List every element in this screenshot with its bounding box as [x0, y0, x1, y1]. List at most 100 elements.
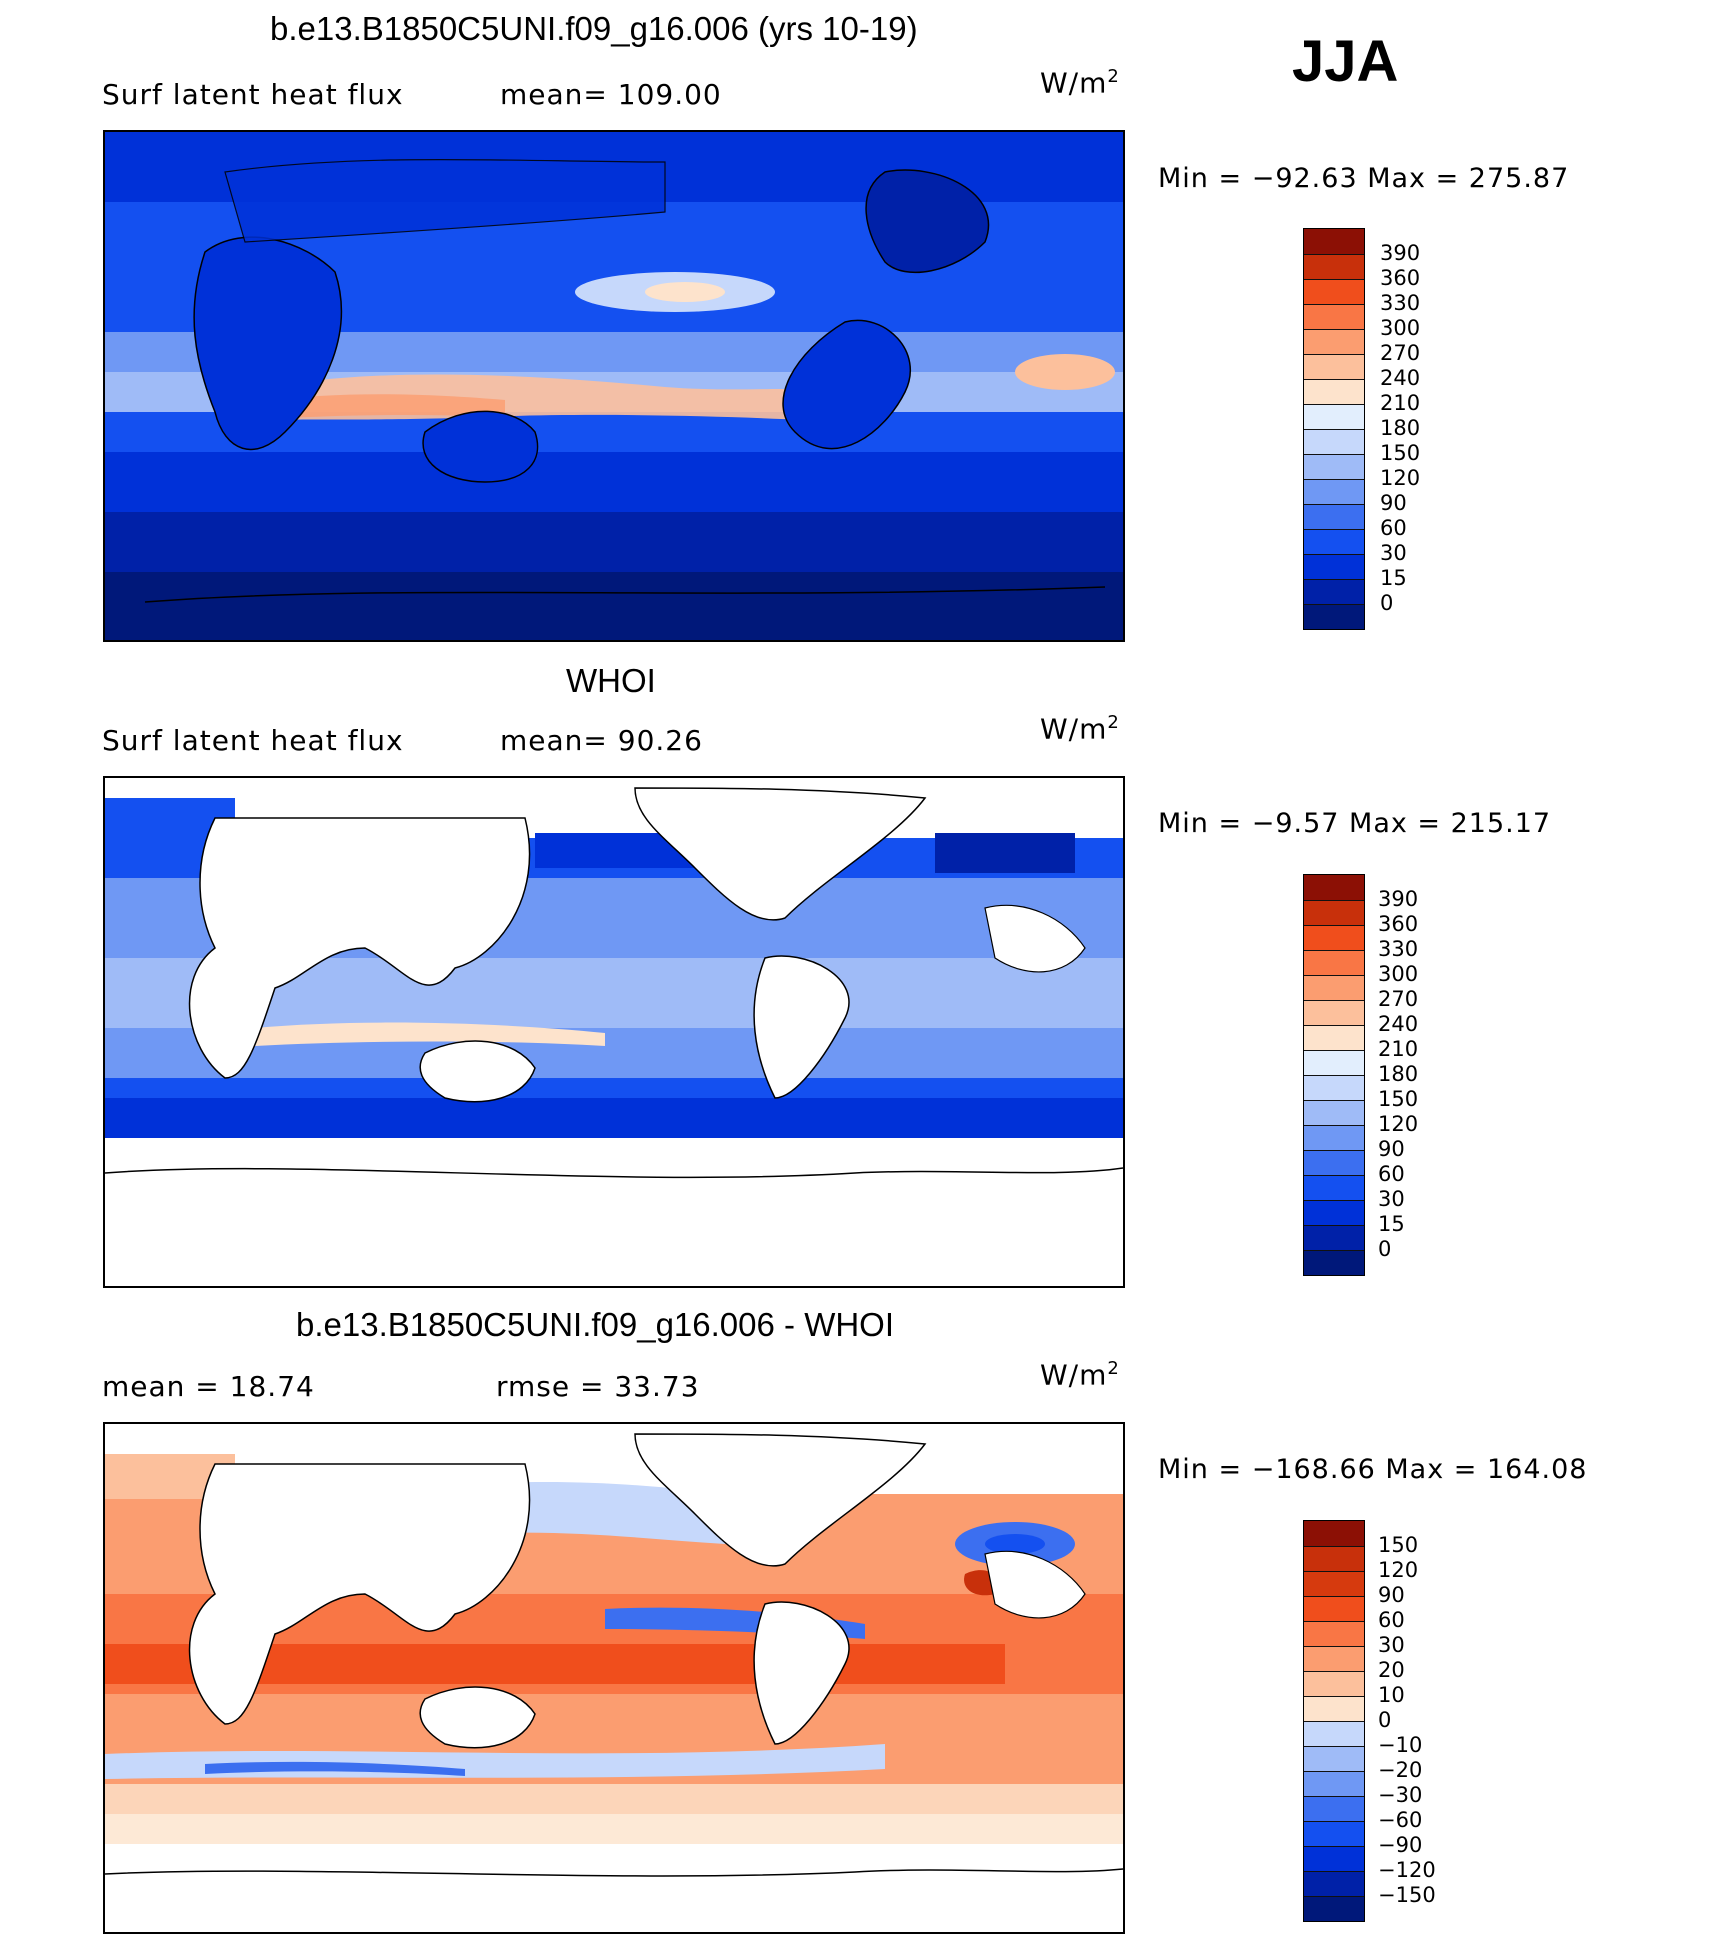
panel-1-minmax: Min = −92.63 Max = 275.87 [1158, 163, 1570, 194]
colorbar-swatch [1304, 454, 1364, 479]
panel-2-title: WHOI [566, 662, 656, 699]
colorbar-tick-label: 360 [1380, 266, 1421, 290]
colorbar-swatch [1304, 279, 1364, 304]
panel-2-colorbar [1303, 874, 1365, 1276]
colorbar-tick-label: 0 [1378, 1237, 1392, 1261]
colorbar-swatch [1304, 975, 1364, 1000]
colorbar-tick-label: 90 [1380, 491, 1407, 515]
colorbar-tick-label: −120 [1378, 1858, 1436, 1882]
colorbar-swatch [1304, 1871, 1364, 1896]
colorbar-tick-label: 180 [1378, 1062, 1419, 1086]
colorbar-swatch [1304, 1646, 1364, 1671]
colorbar-tick-label: 210 [1378, 1037, 1419, 1061]
colorbar-tick-label: −20 [1378, 1758, 1423, 1782]
colorbar-swatch [1304, 429, 1364, 454]
colorbar-tick-label: 20 [1378, 1658, 1405, 1682]
colorbar-swatch [1304, 1150, 1364, 1175]
colorbar-swatch [1304, 1571, 1364, 1596]
colorbar-swatch [1304, 875, 1364, 900]
colorbar-tick-label: 120 [1378, 1112, 1419, 1136]
colorbar-swatch [1304, 1100, 1364, 1125]
colorbar-tick-label: 300 [1380, 316, 1421, 340]
colorbar-tick-label: 90 [1378, 1583, 1405, 1607]
colorbar-tick-label: 120 [1378, 1558, 1419, 1582]
colorbar-tick-label: 90 [1378, 1137, 1405, 1161]
panel-1-colorbar [1303, 228, 1365, 630]
season-label: JJA [1292, 29, 1399, 94]
colorbar-tick-label: 180 [1380, 416, 1421, 440]
colorbar-swatch [1304, 254, 1364, 279]
panel-1-title: b.e13.B1850C5UNI.f09_g16.006 (yrs 10-19) [270, 10, 918, 47]
colorbar-tick-label: 120 [1380, 466, 1421, 490]
colorbar-tick-label: 240 [1378, 1012, 1419, 1036]
colorbar-tick-label: 360 [1378, 912, 1419, 936]
colorbar-swatch [1304, 900, 1364, 925]
colorbar-swatch [1304, 479, 1364, 504]
colorbar-swatch [1304, 304, 1364, 329]
colorbar-tick-label: 210 [1380, 391, 1421, 415]
colorbar-swatch [1304, 1671, 1364, 1696]
panel-1-units: W/m2 [1040, 66, 1120, 100]
colorbar-tick-label: 330 [1378, 937, 1419, 961]
panel-1-map [103, 130, 1125, 642]
colorbar-swatch [1304, 1175, 1364, 1200]
colorbar-swatch [1304, 1596, 1364, 1621]
colorbar-swatch [1304, 1621, 1364, 1646]
panel-3-units: W/m2 [1040, 1358, 1120, 1392]
colorbar-swatch [1304, 504, 1364, 529]
colorbar-tick-label: 30 [1380, 541, 1407, 565]
colorbar-swatch [1304, 554, 1364, 579]
colorbar-swatch [1304, 329, 1364, 354]
colorbar-swatch [1304, 1721, 1364, 1746]
panel-1-mean-label: mean= 109.00 [500, 78, 722, 111]
colorbar-swatch [1304, 950, 1364, 975]
panel-2-variable-label: Surf latent heat flux [102, 724, 404, 757]
colorbar-swatch [1304, 1896, 1364, 1921]
colorbar-swatch [1304, 604, 1364, 629]
colorbar-swatch [1304, 1200, 1364, 1225]
colorbar-tick-label: 60 [1378, 1608, 1405, 1632]
colorbar-tick-label: 150 [1378, 1087, 1419, 1111]
panel-3-title: b.e13.B1850C5UNI.f09_g16.006 - WHOI [296, 1306, 895, 1343]
colorbar-tick-label: −90 [1378, 1833, 1423, 1857]
colorbar-swatch [1304, 1225, 1364, 1250]
colorbar-tick-label: 390 [1380, 241, 1421, 265]
colorbar-tick-label: 30 [1378, 1633, 1405, 1657]
colorbar-swatch [1304, 404, 1364, 429]
colorbar-swatch [1304, 1796, 1364, 1821]
colorbar-tick-label: 30 [1378, 1187, 1405, 1211]
colorbar-swatch [1304, 1696, 1364, 1721]
colorbar-tick-label: −150 [1378, 1883, 1436, 1907]
panel-1-variable-label: Surf latent heat flux [102, 78, 404, 111]
panel-1-colorbar-labels: 390 360 330 300 270 240 210 180 150 120 90 60 30 15 0 [1380, 228, 1480, 628]
colorbar-tick-label: 270 [1380, 341, 1421, 365]
panel-3-rmse-label: rmse = 33.73 [496, 1370, 700, 1403]
colorbar-swatch [1304, 1746, 1364, 1771]
colorbar-tick-label: −60 [1378, 1808, 1423, 1832]
colorbar-tick-label: 390 [1378, 887, 1419, 911]
colorbar-tick-label: 270 [1378, 987, 1419, 1011]
colorbar-tick-label: 10 [1378, 1683, 1405, 1707]
colorbar-swatch [1304, 354, 1364, 379]
colorbar-tick-label: 150 [1380, 441, 1421, 465]
colorbar-tick-label: 0 [1378, 1708, 1392, 1732]
panel-2-mean-label: mean= 90.26 [500, 724, 703, 757]
colorbar-swatch [1304, 579, 1364, 604]
colorbar-tick-label: 60 [1380, 516, 1407, 540]
panel-2-minmax: Min = −9.57 Max = 215.17 [1158, 808, 1552, 839]
colorbar-swatch [1304, 529, 1364, 554]
panel-3-colorbar-labels: 150 120 90 60 30 20 10 0 −10 −20 −30 −60 −90 −120 −150 [1378, 1520, 1478, 1920]
colorbar-swatch [1304, 1821, 1364, 1846]
colorbar-swatch [1304, 379, 1364, 404]
colorbar-tick-label: 15 [1378, 1212, 1405, 1236]
colorbar-tick-label: 150 [1378, 1533, 1419, 1557]
colorbar-swatch [1304, 1050, 1364, 1075]
colorbar-tick-label: 60 [1378, 1162, 1405, 1186]
panel-3-colorbar [1303, 1520, 1365, 1922]
colorbar-swatch [1304, 925, 1364, 950]
colorbar-tick-label: 330 [1380, 291, 1421, 315]
colorbar-swatch [1304, 1546, 1364, 1571]
colorbar-swatch [1304, 1250, 1364, 1275]
colorbar-tick-label: 240 [1380, 366, 1421, 390]
colorbar-swatch [1304, 1521, 1364, 1546]
